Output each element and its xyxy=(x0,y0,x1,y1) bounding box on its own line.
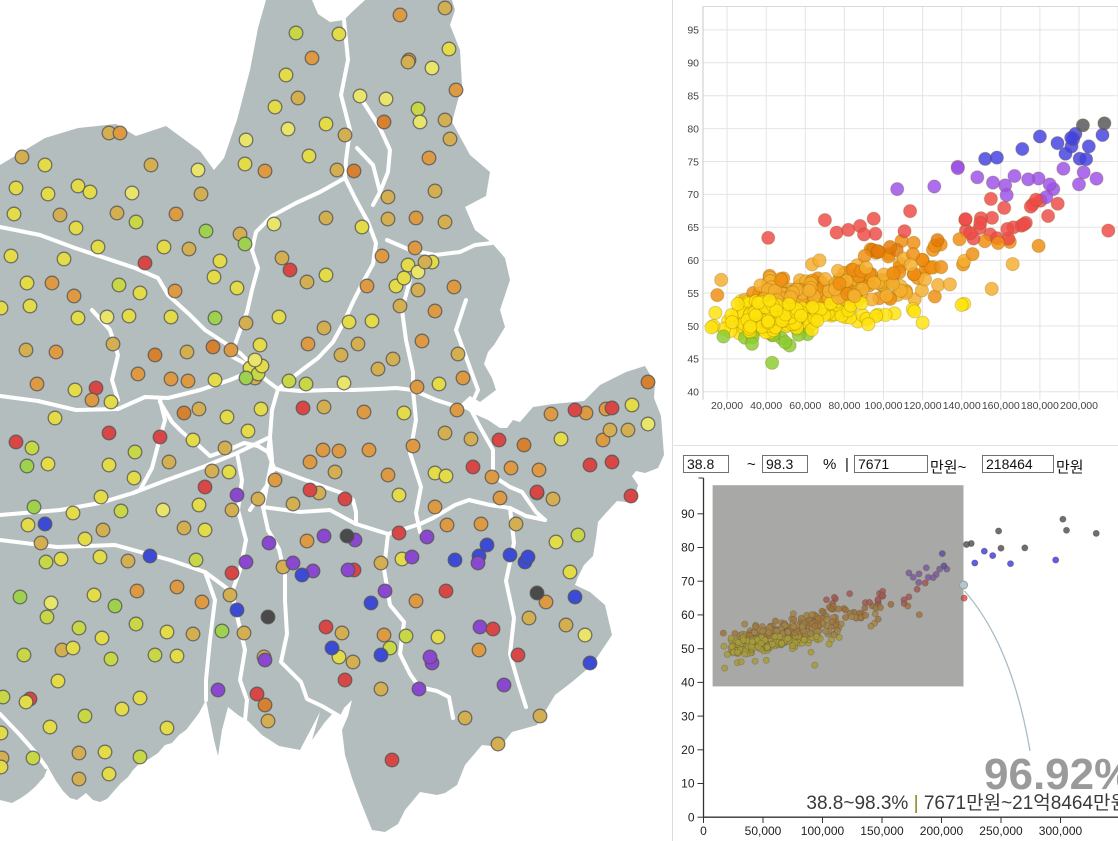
svg-text:70: 70 xyxy=(681,574,695,588)
svg-text:200,000: 200,000 xyxy=(920,824,964,838)
svg-text:96.92%: 96.92% xyxy=(984,750,1118,799)
svg-text:150,000: 150,000 xyxy=(860,824,904,838)
svg-text:100,000: 100,000 xyxy=(865,400,903,412)
svg-text:120,000: 120,000 xyxy=(904,400,942,412)
svg-text:140,000: 140,000 xyxy=(943,400,981,412)
svg-text:0: 0 xyxy=(700,824,707,838)
svg-text:80: 80 xyxy=(681,541,695,555)
svg-text:250,000: 250,000 xyxy=(979,824,1023,838)
svg-text:85: 85 xyxy=(687,91,699,103)
svg-text:20: 20 xyxy=(681,743,695,757)
svg-text:50,000: 50,000 xyxy=(745,824,782,838)
svg-text:38.8~98.3% | 7671만원~21억8464만원: 38.8~98.3% | 7671만원~21억8464만원 xyxy=(806,792,1118,814)
svg-text:80: 80 xyxy=(687,123,699,135)
svg-text:0: 0 xyxy=(688,810,695,824)
svg-text:40: 40 xyxy=(687,387,699,399)
svg-text:60: 60 xyxy=(687,255,699,267)
svg-text:45: 45 xyxy=(687,354,699,366)
svg-text:30: 30 xyxy=(681,709,695,723)
svg-text:50: 50 xyxy=(681,642,695,656)
svg-text:20,000: 20,000 xyxy=(711,400,743,412)
svg-text:100,000: 100,000 xyxy=(801,824,845,838)
svg-text:60: 60 xyxy=(681,608,695,622)
svg-text:75: 75 xyxy=(687,156,699,168)
svg-text:40: 40 xyxy=(681,676,695,690)
svg-text:65: 65 xyxy=(687,222,699,234)
svg-text:55: 55 xyxy=(687,288,699,300)
svg-text:160,000: 160,000 xyxy=(982,400,1020,412)
svg-text:80,000: 80,000 xyxy=(828,400,860,412)
svg-text:90: 90 xyxy=(687,58,699,70)
svg-text:70: 70 xyxy=(687,189,699,201)
svg-text:300,000: 300,000 xyxy=(1039,824,1083,838)
svg-text:40,000: 40,000 xyxy=(750,400,782,412)
svg-text:95: 95 xyxy=(687,25,699,37)
svg-text:200,000: 200,000 xyxy=(1060,400,1098,412)
svg-text:10: 10 xyxy=(681,777,695,791)
svg-text:50: 50 xyxy=(687,321,699,333)
svg-text:180,000: 180,000 xyxy=(1021,400,1059,412)
svg-text:60,000: 60,000 xyxy=(789,400,821,412)
svg-text:90: 90 xyxy=(681,507,695,521)
